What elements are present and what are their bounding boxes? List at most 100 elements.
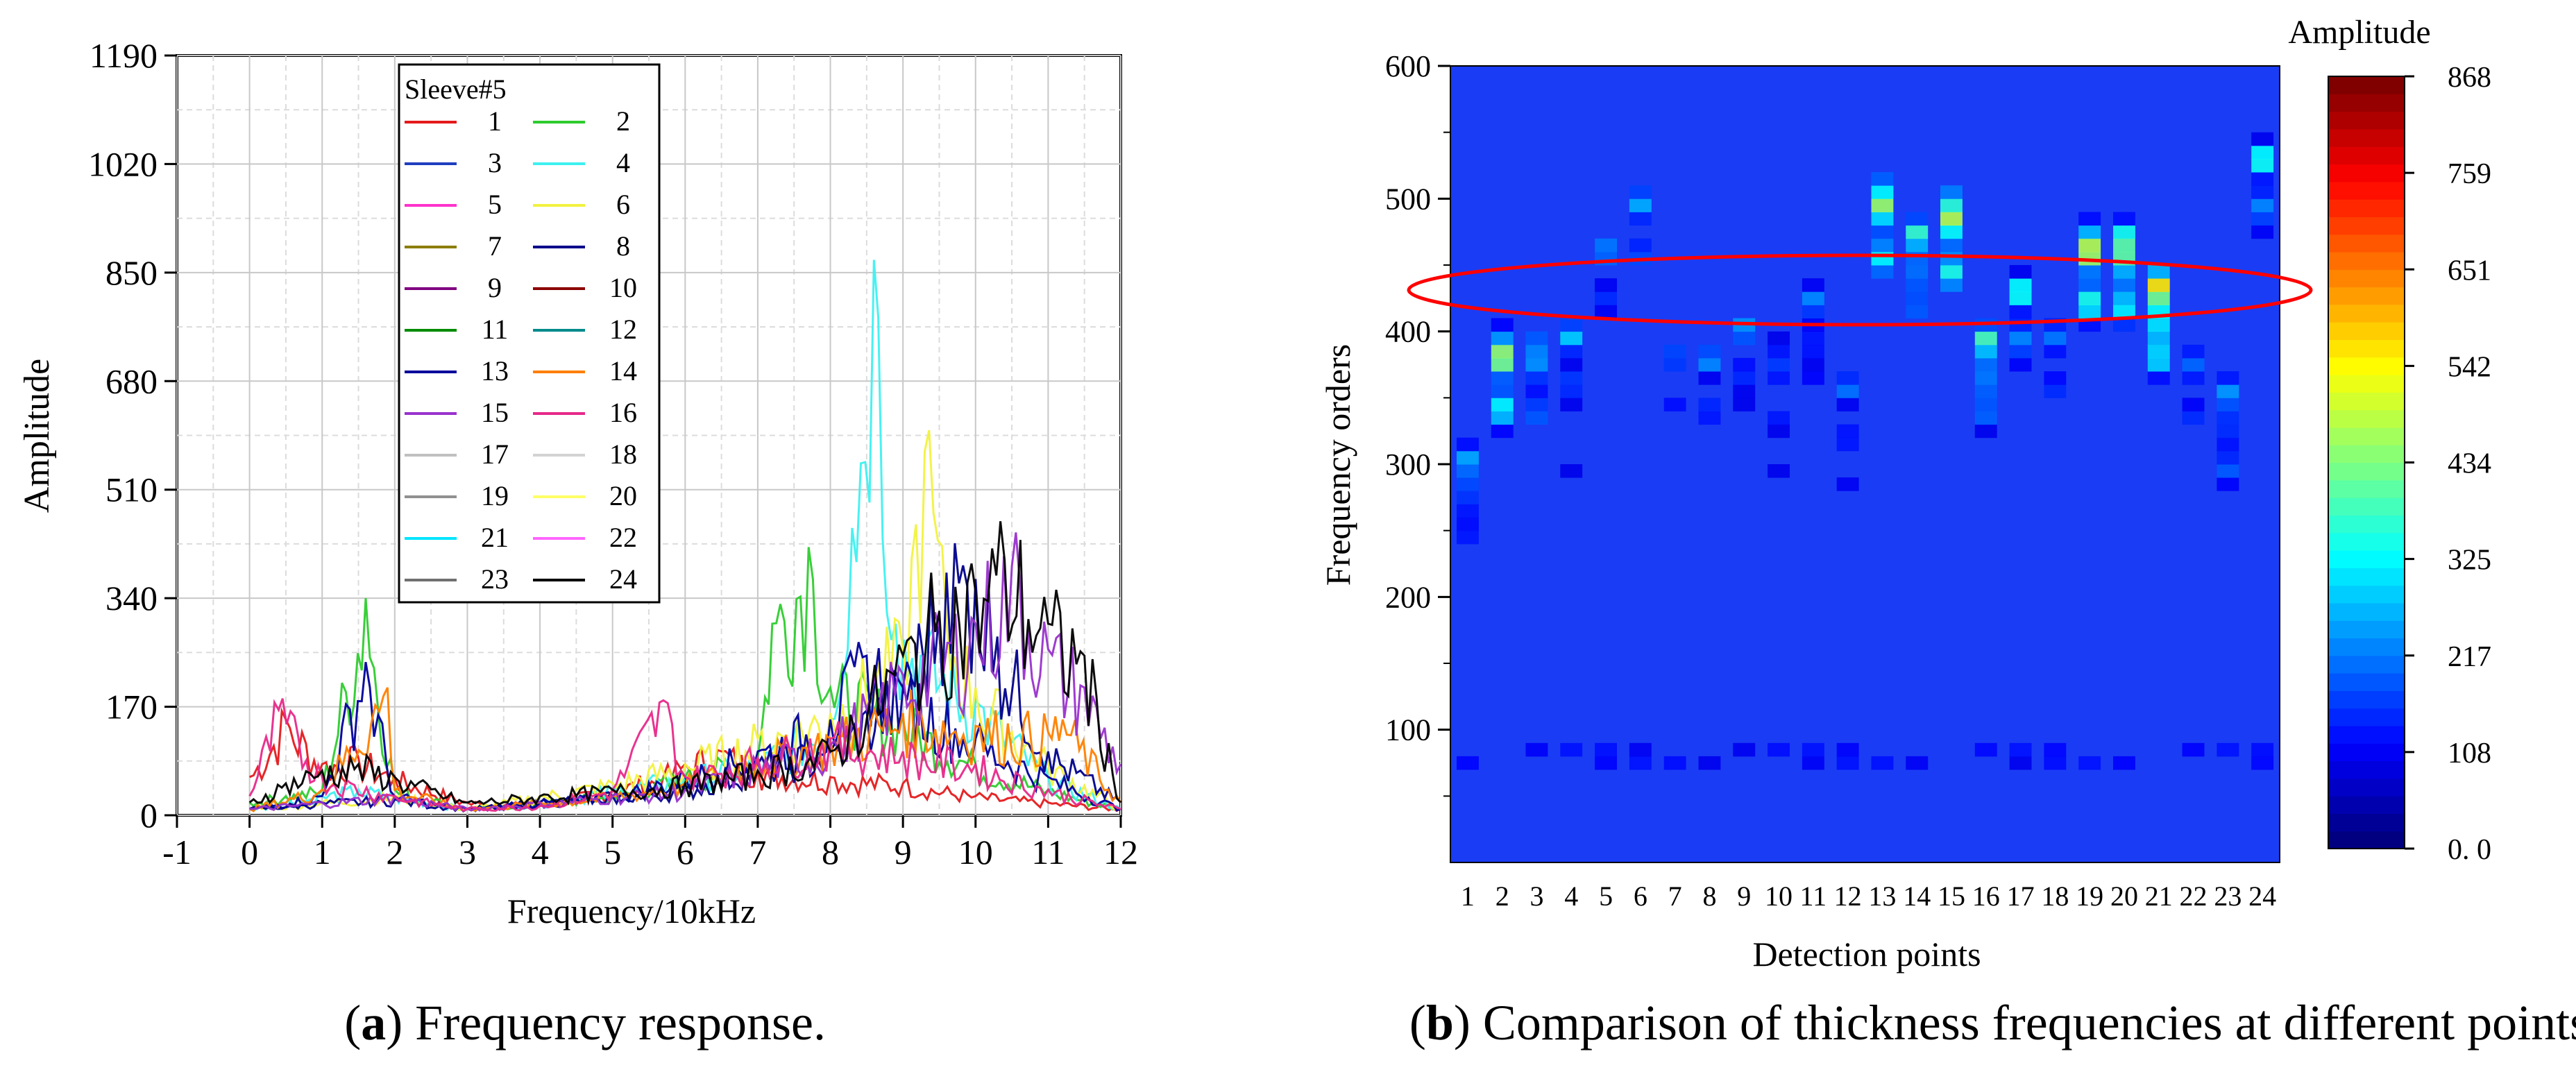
heatmap-cell-p19 xyxy=(2078,291,2101,305)
heatmap-cell-p18 xyxy=(2044,344,2067,359)
chart-a-x-axis-label: Frequency/10kHz xyxy=(507,892,756,930)
colorbar-tick-label: 868 xyxy=(2448,62,2491,94)
heatmap-cell-p6 xyxy=(1629,238,1652,253)
heatmap-cell-p16 xyxy=(1974,398,1997,411)
caption-b-letter: (b) Comparison of thickness frequencies … xyxy=(1409,995,2576,1050)
heatmap-cell-p23 xyxy=(2217,437,2239,452)
chart-b-x-tick-label: 17 xyxy=(2007,880,2035,912)
heatmap-cell-p18 xyxy=(2044,371,2067,385)
chart-b-x-tick-label: 13 xyxy=(1868,880,1896,912)
colorbar-tick-label: 217 xyxy=(2448,641,2491,673)
chart-b-x-tick-label: 5 xyxy=(1599,880,1613,912)
chart-a-x-tick-label: 5 xyxy=(604,833,621,871)
heatmap-cell-p4 xyxy=(1560,464,1583,478)
heatmap-cell-p12 xyxy=(1836,742,1859,757)
heatmap-cell-p24 xyxy=(2251,185,2274,199)
heatmap-cell-p11 xyxy=(1802,278,1824,292)
heatmap-cell-p1 xyxy=(1457,530,1479,545)
colorbar-step xyxy=(2328,216,2405,235)
heatmap-cell-p13 xyxy=(1871,756,1894,770)
heatmap-cell-p5 xyxy=(1595,238,1617,253)
heatmap-cell-p16 xyxy=(1974,331,1997,346)
heatmap-cell-p20 xyxy=(2113,318,2135,332)
chart-b-x-tick-label: 16 xyxy=(1972,880,2000,912)
heatmap-cell-p23 xyxy=(2217,477,2239,491)
heatmap-cell-p2 xyxy=(1491,331,1514,346)
chart-a-series xyxy=(248,260,1122,813)
heatmap-cell-p12 xyxy=(1836,477,1859,491)
heatmap-cell-p22 xyxy=(2182,411,2205,425)
heatmap-cell-p15 xyxy=(1940,225,1963,239)
heatmap-cell-p9 xyxy=(1733,371,1756,385)
heatmap-cell-p10 xyxy=(1768,424,1790,439)
heatmap-cell-p8 xyxy=(1698,411,1721,425)
chart-a-x-tick-label: 12 xyxy=(1103,833,1138,871)
chart-a-legend-label-15: 15 xyxy=(481,397,509,428)
heatmap-cell-p9 xyxy=(1733,398,1756,411)
heatmap-cell-p12 xyxy=(1836,398,1859,411)
caption-a-letter: (a) Frequency response. xyxy=(344,995,826,1050)
heatmap-cell-p4 xyxy=(1560,371,1583,385)
heatmap-cell-p1 xyxy=(1457,437,1479,452)
chart-a-legend-label-17: 17 xyxy=(481,439,509,470)
heatmap-cell-p23 xyxy=(2217,424,2239,439)
heatmap-cell-p13 xyxy=(1871,238,1894,253)
colorbar-step xyxy=(2328,146,2405,165)
heatmap-cell-p3 xyxy=(1525,357,1548,372)
chart-a-x-tick-label: 3 xyxy=(459,833,476,871)
heatmap-cell-p24 xyxy=(2251,198,2274,212)
heatmap-cell-p1 xyxy=(1457,477,1479,491)
colorbar-tick-label: 651 xyxy=(2448,255,2491,287)
colorbar-step xyxy=(2328,445,2405,463)
heatmap-cell-p2 xyxy=(1491,371,1514,385)
heatmap-cell-p17 xyxy=(2009,344,2032,359)
chart-b-x-tick-label: 11 xyxy=(1800,880,1827,912)
heatmap-cell-p13 xyxy=(1871,172,1894,186)
chart-a-x-tick-label: 8 xyxy=(822,833,839,871)
heatmap-cell-p13 xyxy=(1871,185,1894,199)
colorbar-step xyxy=(2328,76,2405,94)
chart-b-y-tick-label: 100 xyxy=(1385,713,1431,747)
chart-b-x-tick-label: 1 xyxy=(1461,880,1475,912)
colorbar-step xyxy=(2328,392,2405,411)
colorbar-step xyxy=(2328,638,2405,656)
heatmap-cell-p19 xyxy=(2078,225,2101,239)
chart-b-x-tick-label: 7 xyxy=(1668,880,1682,912)
heatmap-cell-p2 xyxy=(1491,357,1514,372)
heatmap-cell-p4 xyxy=(1560,398,1583,411)
chart-b-x-tick-label: 23 xyxy=(2214,880,2242,912)
heatmap-cell-p17 xyxy=(2009,291,2032,305)
heatmap-cell-p18 xyxy=(2044,331,2067,346)
heatmap-cell-p6 xyxy=(1629,742,1652,757)
colorbar-step xyxy=(2328,409,2405,428)
heatmap-cell-p18 xyxy=(2044,756,2067,770)
chart-b-x-tick-label: 24 xyxy=(2248,880,2276,912)
heatmap-cell-p14 xyxy=(1906,278,1929,292)
heatmap-cell-p11 xyxy=(1802,291,1824,305)
chart-b-x-tick-label: 21 xyxy=(2145,880,2173,912)
colorbar-ticks: 0. 0 108 217 325 434 542 651 759 868 xyxy=(2405,62,2491,866)
chart-a-legend-label-22: 22 xyxy=(609,522,637,553)
heatmap-cell-p4 xyxy=(1560,331,1583,346)
chart-b-x-tick-label: 22 xyxy=(2180,880,2208,912)
heatmap-cell-p17 xyxy=(2009,278,2032,292)
heatmap-cell-p12 xyxy=(1836,371,1859,385)
heatmap-cell-p19 xyxy=(2078,278,2101,292)
chart-b-x-tick-label: 18 xyxy=(2041,880,2069,912)
chart-b-x-axis-label: Detection points xyxy=(1752,935,1981,973)
heatmap-cell-p8 xyxy=(1698,357,1721,372)
heatmap-cell-p1 xyxy=(1457,756,1479,770)
heatmap-cell-p23 xyxy=(2217,398,2239,411)
heatmap-cell-p16 xyxy=(1974,357,1997,372)
caption-b-letter-text: b xyxy=(1426,995,1454,1050)
heatmap-cell-p14 xyxy=(1906,305,1929,318)
heatmap-cell-p4 xyxy=(1560,357,1583,372)
colorbar-step xyxy=(2328,199,2405,217)
heatmap-cell-p13 xyxy=(1871,225,1894,239)
heatmap-cell-p16 xyxy=(1974,742,1997,757)
heatmap-cell-p12 xyxy=(1836,437,1859,452)
heatmap-cell-p9 xyxy=(1733,742,1756,757)
colorbar-gradient xyxy=(2328,76,2405,849)
heatmap-cell-p2 xyxy=(1491,344,1514,359)
